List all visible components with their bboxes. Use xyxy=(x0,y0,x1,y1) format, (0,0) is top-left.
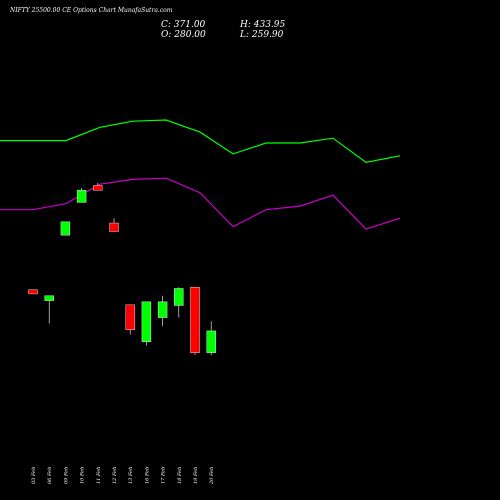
x-axis-labels: 03 Feb 06 Feb 09 Feb 10 Feb 11 Feb 12 Feb 13 F… xyxy=(31,467,215,485)
x-tick-label: 19 Feb xyxy=(193,467,199,484)
low-value: L: 259.90 xyxy=(239,30,284,40)
candle-body xyxy=(28,289,38,295)
x-tick-label: 03 Feb xyxy=(31,467,37,484)
candle-body xyxy=(76,190,87,203)
band-line-1 xyxy=(0,119,401,164)
candle-body xyxy=(141,301,152,343)
candle-body xyxy=(157,301,168,318)
candle-body xyxy=(44,295,54,301)
x-tick-label: 13 Feb xyxy=(128,467,134,484)
candle-body xyxy=(206,330,216,353)
x-tick-label: 10 Feb xyxy=(80,467,86,484)
x-tick-label: 20 Feb xyxy=(209,467,215,485)
candle-body xyxy=(174,288,184,306)
x-tick-label: 16 Feb xyxy=(144,467,150,484)
x-tick-label: 18 Feb xyxy=(177,467,183,484)
candle-body xyxy=(125,304,135,330)
high-value: H: 433.95 xyxy=(239,20,286,30)
close-value: C: 371.00 xyxy=(161,20,206,30)
x-tick-label: 12 Feb xyxy=(112,467,118,484)
x-tick-label: 09 Feb xyxy=(63,467,69,484)
candle-body xyxy=(93,185,103,191)
candle-body xyxy=(60,221,71,236)
band-line-2 xyxy=(0,177,401,230)
band-lines xyxy=(0,119,401,230)
candles xyxy=(28,183,216,356)
x-tick-label: 17 Feb xyxy=(161,467,167,484)
candle-body xyxy=(190,287,200,353)
x-tick-label: 06 Feb xyxy=(47,467,53,484)
chart-title: NIFTY 25500.00 CE Options Chart MunafaSu… xyxy=(9,7,173,14)
open-value: O: 280.00 xyxy=(161,30,206,40)
x-tick-label: 11 Feb xyxy=(96,467,102,484)
candle-body xyxy=(109,222,119,232)
